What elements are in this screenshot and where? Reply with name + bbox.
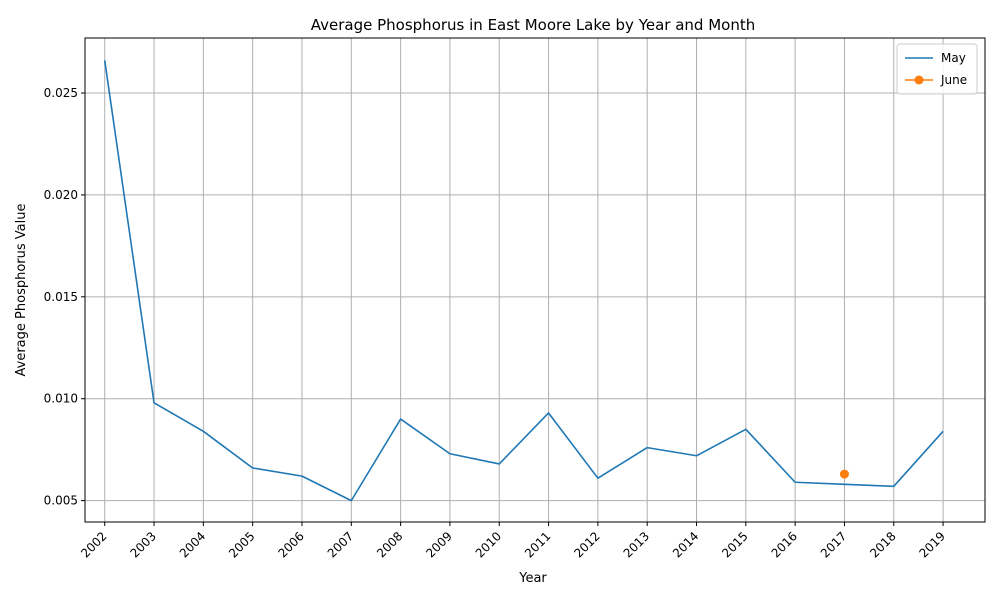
y-axis-label: Average Phosphorus Value (14, 204, 29, 377)
chart-title: Average Phosphorus in East Moore Lake by… (311, 16, 755, 34)
x-axis-label: Year (518, 571, 547, 586)
data-point-june (839, 469, 849, 479)
plot-frame (84, 37, 986, 523)
legend: May June (896, 43, 978, 95)
y-axis-ticks: 0.005 0.010 0.015 0.020 0.025 (44, 86, 85, 508)
y-tick-label: 0.010 (44, 392, 78, 406)
y-tick-label: 0.005 (44, 494, 78, 508)
y-tick-label: 0.025 (44, 86, 78, 100)
grid-lines (85, 38, 985, 522)
legend-label-may: May (941, 51, 966, 65)
legend-marker-june (914, 75, 924, 85)
legend-label-june: June (940, 73, 967, 87)
y-tick-label: 0.020 (44, 188, 78, 202)
series-line-may (103, 60, 944, 502)
y-tick-label: 0.015 (44, 290, 78, 304)
series-lines (103, 60, 944, 502)
